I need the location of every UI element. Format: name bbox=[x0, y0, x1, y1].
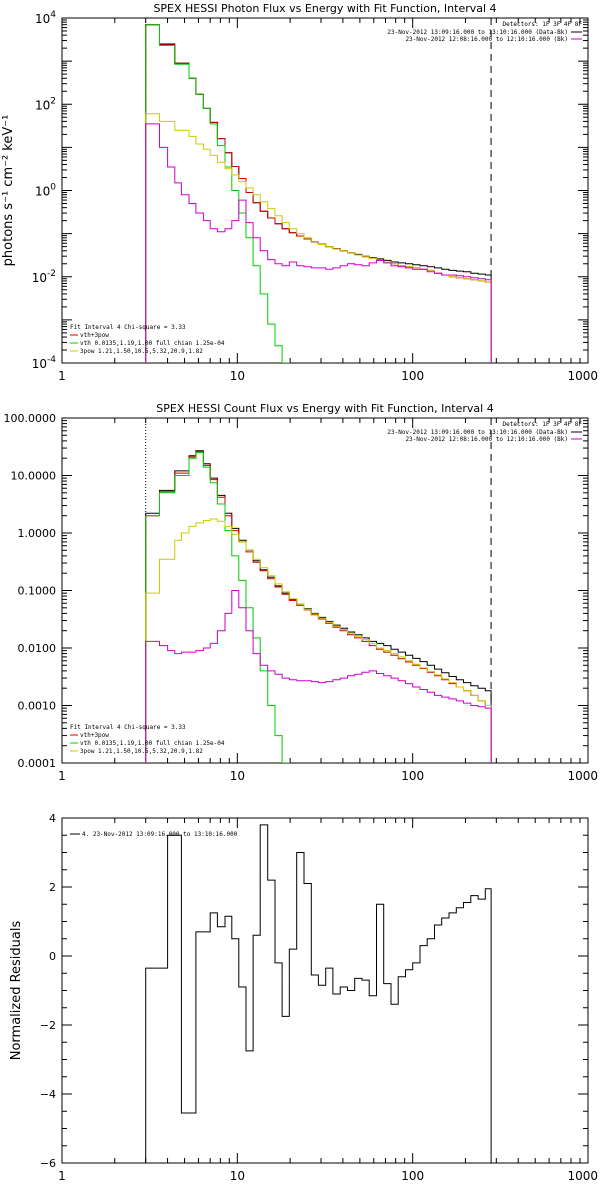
y-tick-exponent: 4 bbox=[50, 10, 56, 20]
series-data bbox=[145, 450, 492, 763]
y-tick-exponent: 0 bbox=[50, 183, 56, 193]
x-tick-label: 1000 bbox=[567, 1169, 598, 1183]
x-tick-label: 1 bbox=[58, 769, 66, 783]
detectors-label: Detectors: 1F 3F 4F 8F bbox=[503, 21, 583, 28]
y-tick-label: 10.0000 bbox=[11, 470, 57, 483]
x-tick-label: 1000 bbox=[567, 769, 598, 783]
chart-panel-1: SPEX HESSI Photon Flux vs Energy with Fi… bbox=[1, 2, 598, 383]
legend-entry: 23-Nov-2012 12:08:16.000 to 12:10:16.000… bbox=[405, 436, 568, 443]
series-bk bbox=[145, 590, 492, 763]
plot-frame bbox=[61, 817, 589, 1164]
series-3pow bbox=[145, 113, 492, 363]
x-tick-label: 100 bbox=[401, 769, 424, 783]
chart-panel-3: 1 10 100 1000 4 2 0 −2 −4 −6 Normalized Residuals 4… bbox=[9, 812, 598, 1183]
y-tick-label: 0.0001 bbox=[18, 757, 57, 770]
fit-legend-header: Fit Interval 4 Chi-square = 3.33 bbox=[70, 324, 186, 331]
x-tick-label: 1 bbox=[58, 1169, 66, 1183]
y-tick-label: 0.0100 bbox=[18, 642, 57, 655]
y-tick-base: 10 bbox=[32, 357, 47, 371]
x-tick-label: 1 bbox=[58, 369, 66, 383]
y-tick-label: 1.0000 bbox=[18, 527, 57, 540]
fit-legend-entry: vth+3pow bbox=[80, 332, 109, 339]
series-vth bbox=[145, 24, 290, 363]
x-tick-label: 10 bbox=[230, 1169, 245, 1183]
fit-legend-header: Fit Interval 4 Chi-square = 3.33 bbox=[70, 724, 186, 731]
chart-title: SPEX HESSI Photon Flux vs Energy with Fi… bbox=[153, 2, 496, 15]
plot-frame bbox=[61, 417, 589, 764]
y-tick-exponent: -4 bbox=[47, 355, 56, 365]
series-vth bbox=[145, 452, 290, 763]
y-tick-label: 100 bbox=[35, 183, 56, 199]
legend-entry: 23-Nov-2012 12:08:16.000 to 12:10:16.000… bbox=[405, 36, 568, 43]
y-tick-label: −2 bbox=[40, 1019, 56, 1032]
fit-legend-entry: vth+3pow bbox=[80, 732, 109, 739]
y-tick-label: 104 bbox=[35, 10, 56, 26]
series-bk bbox=[145, 123, 492, 363]
legend-entry: 23-Nov-2012 13:09:16.000 to 13:10:16.000… bbox=[387, 29, 568, 36]
y-tick-exponent: 2 bbox=[50, 96, 56, 106]
x-tick-label: 1000 bbox=[567, 369, 598, 383]
chart-panel-2: SPEX HESSI Count Flux vs Energy with Fit… bbox=[4, 402, 599, 783]
y-tick-exponent: -2 bbox=[47, 269, 56, 279]
series-total bbox=[145, 451, 492, 763]
x-tick-label: 10 bbox=[230, 769, 245, 783]
detectors-label: Detectors: 1F 3F 4F 8F bbox=[503, 421, 583, 428]
y-tick-base: 10 bbox=[35, 185, 50, 199]
y-tick-label: −6 bbox=[40, 1157, 56, 1170]
y-tick-label: 102 bbox=[35, 96, 56, 112]
chart-title: SPEX HESSI Count Flux vs Energy with Fit… bbox=[156, 402, 493, 415]
x-tick-label: 100 bbox=[401, 1169, 424, 1183]
y-tick-label: 4 bbox=[49, 812, 56, 825]
y-tick-label: 0 bbox=[49, 950, 56, 963]
y-tick-label: −4 bbox=[40, 1088, 56, 1101]
x-tick-label: 100 bbox=[401, 369, 424, 383]
y-tick-base: 10 bbox=[35, 98, 50, 112]
y-tick-label: 100.0000 bbox=[4, 412, 57, 425]
plot-frame bbox=[61, 17, 589, 364]
series-3pow bbox=[145, 518, 492, 763]
series-group bbox=[145, 824, 492, 1163]
series-residuals bbox=[145, 824, 492, 1163]
x-tick-label: 10 bbox=[230, 369, 245, 383]
series-data bbox=[145, 24, 492, 363]
y-axis-label: Normalized Residuals bbox=[9, 921, 24, 1061]
y-tick-label: 0.0010 bbox=[18, 700, 57, 713]
fit-legend-entry: vth 0.0135,1.19,1.00 full chian 1.25e-04 bbox=[80, 340, 225, 347]
y-tick-label: 10-2 bbox=[32, 269, 56, 285]
legend-entry: 23-Nov-2012 13:09:16.000 to 13:10:16.000… bbox=[387, 429, 568, 436]
series-group bbox=[145, 450, 492, 763]
y-tick-base: 10 bbox=[32, 271, 47, 285]
series-group bbox=[145, 24, 492, 363]
fit-legend-entry: 3pow 1.21,1.50,10.5,5.32,20.9,1.82 bbox=[80, 748, 203, 755]
fit-legend-entry: vth 0.0135,1.19,1.00 full chian 1.25e-04 bbox=[80, 740, 225, 747]
y-tick-label: 0.1000 bbox=[18, 585, 57, 598]
y-tick-base: 10 bbox=[35, 12, 50, 26]
y-axis-label: photons s⁻¹ cm⁻² keV⁻¹ bbox=[1, 115, 16, 267]
legend-entry: 4. 23-Nov-2012 13:09:16.000 to 13:10:16.… bbox=[82, 831, 238, 838]
series-total bbox=[145, 24, 492, 363]
y-tick-label: 2 bbox=[49, 881, 56, 894]
fit-legend-entry: 3pow 1.21,1.50,10.5,5.32,20.9,1.82 bbox=[80, 348, 203, 355]
y-tick-label: 10-4 bbox=[32, 355, 57, 371]
